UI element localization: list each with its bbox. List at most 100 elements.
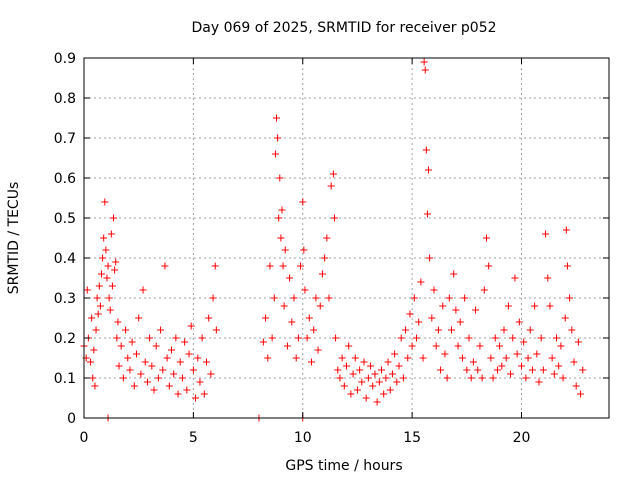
data-point xyxy=(369,382,377,390)
data-point xyxy=(550,370,558,378)
data-point xyxy=(126,366,134,374)
data-point xyxy=(301,286,309,294)
data-point xyxy=(417,278,425,286)
data-point xyxy=(448,326,455,334)
data-point xyxy=(279,262,287,270)
data-point xyxy=(303,334,311,342)
data-point xyxy=(568,326,576,334)
data-point xyxy=(420,58,428,66)
data-point xyxy=(143,378,151,386)
data-point xyxy=(273,114,280,122)
data-point xyxy=(300,246,308,254)
data-point xyxy=(518,362,525,370)
y-tick-label: 0.8 xyxy=(54,91,76,107)
data-point xyxy=(474,366,482,374)
data-point xyxy=(478,374,486,382)
data-point xyxy=(133,350,140,358)
data-point xyxy=(423,210,431,218)
data-point xyxy=(364,374,372,382)
data-point xyxy=(294,334,302,342)
data-point xyxy=(310,326,318,334)
data-point xyxy=(472,306,480,314)
data-point xyxy=(276,174,284,182)
data-point xyxy=(491,334,499,342)
data-point xyxy=(373,398,381,406)
data-point xyxy=(168,346,175,354)
data-point xyxy=(426,254,434,262)
data-point xyxy=(187,322,195,330)
data-point xyxy=(445,294,453,302)
data-point xyxy=(321,254,329,262)
data-point xyxy=(316,302,324,310)
data-point xyxy=(122,326,130,334)
data-point xyxy=(105,294,113,302)
data-point xyxy=(559,374,567,382)
data-point xyxy=(323,234,331,242)
data-point xyxy=(555,362,563,370)
data-point xyxy=(548,354,556,362)
data-point xyxy=(185,350,193,358)
plot-frame xyxy=(83,57,610,419)
data-point xyxy=(489,374,497,382)
data-point xyxy=(212,326,220,334)
data-point xyxy=(152,342,160,350)
data-point xyxy=(362,394,370,402)
data-point xyxy=(537,334,545,342)
data-point xyxy=(330,214,338,222)
data-point xyxy=(539,366,547,374)
data-point xyxy=(271,150,279,158)
data-point xyxy=(100,234,108,242)
data-point xyxy=(139,286,147,294)
data-point xyxy=(178,374,186,382)
data-point xyxy=(92,326,100,334)
data-point xyxy=(467,374,475,382)
data-point xyxy=(336,374,344,382)
data-point xyxy=(439,302,447,310)
data-point xyxy=(425,166,433,174)
data-point xyxy=(422,146,430,154)
data-point xyxy=(157,326,165,334)
data-point xyxy=(95,282,103,290)
data-point xyxy=(461,294,469,302)
data-point xyxy=(515,318,523,326)
y-tick-label: 0.3 xyxy=(54,291,76,307)
data-point xyxy=(496,342,504,350)
data-point xyxy=(378,366,385,374)
data-point xyxy=(137,370,145,378)
data-point xyxy=(165,382,173,390)
data-point xyxy=(345,342,353,350)
data-point xyxy=(163,354,171,362)
data-point xyxy=(487,354,495,362)
data-point xyxy=(259,338,267,346)
data-point xyxy=(113,334,121,342)
data-point xyxy=(452,306,460,314)
data-point xyxy=(181,338,189,346)
data-point xyxy=(367,362,375,370)
data-point xyxy=(205,314,213,322)
data-point xyxy=(542,230,550,238)
data-point xyxy=(513,350,521,358)
data-point xyxy=(562,226,570,234)
data-point xyxy=(274,134,282,142)
y-axis-title: SRMTID / TECUs xyxy=(6,182,22,295)
data-point xyxy=(388,370,396,378)
data-point xyxy=(124,354,132,362)
data-point xyxy=(509,334,517,342)
data-point xyxy=(174,390,182,398)
data-point xyxy=(557,342,565,350)
data-point xyxy=(119,374,127,382)
data-point xyxy=(358,378,366,386)
y-tick-label: 0.1 xyxy=(54,371,76,387)
data-point xyxy=(297,262,305,270)
data-point xyxy=(375,378,383,386)
data-point xyxy=(415,318,423,326)
data-point xyxy=(172,334,180,342)
data-point xyxy=(159,366,167,374)
data-point xyxy=(194,354,202,362)
data-point xyxy=(395,362,403,370)
x-tick-label: 15 xyxy=(403,430,421,446)
data-point xyxy=(443,374,451,382)
data-point xyxy=(579,366,587,374)
data-point xyxy=(391,350,399,358)
data-point xyxy=(170,370,178,378)
